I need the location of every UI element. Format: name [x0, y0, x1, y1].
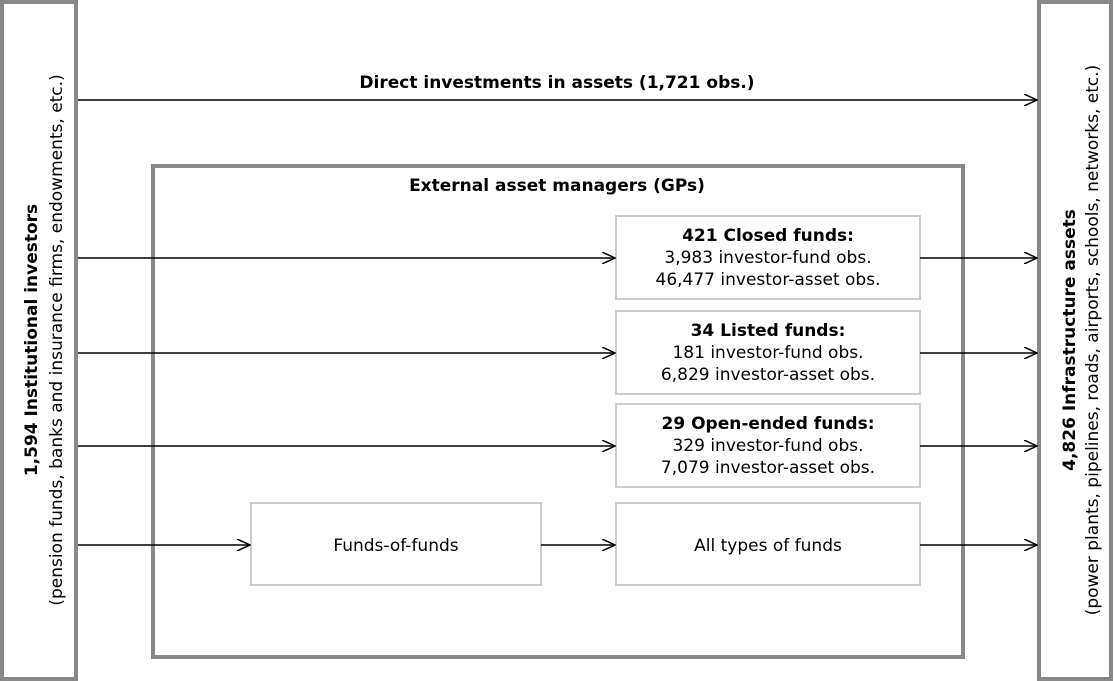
investors-subtitle: (pension funds, banks and insurance firm… — [47, 74, 67, 605]
fund-title: 29 Open-ended funds: — [662, 414, 875, 434]
fund-box — [615, 215, 921, 300]
direct-label: Direct investments in assets (1,721 obs.… — [359, 73, 754, 93]
fund-box — [615, 403, 921, 488]
all-types-box — [615, 502, 921, 586]
fund-box — [615, 310, 921, 395]
assets-subtitle: (power plants, pipelines, roads, airport… — [1083, 65, 1103, 616]
all-types-label: All types of funds — [694, 536, 842, 556]
investors-box — [0, 0, 78, 681]
assets-box — [1037, 0, 1113, 681]
funds: 421 Closed funds:3,983 investor-fund obs… — [78, 215, 1037, 488]
managers-box — [151, 164, 965, 659]
fund-line: 181 investor-fund obs. — [672, 343, 863, 363]
fund-line: 3,983 investor-fund obs. — [664, 248, 871, 268]
fund-title: 34 Listed funds: — [691, 321, 846, 341]
fund-line: 6,829 investor-asset obs. — [661, 365, 875, 385]
fund-line: 329 investor-fund obs. — [672, 436, 863, 456]
managers-title: External asset managers (GPs) — [409, 176, 705, 196]
investors-title: 1,594 Institutional investors — [22, 204, 42, 476]
fund-line: 7,079 investor-asset obs. — [661, 458, 875, 478]
fund-title: 421 Closed funds: — [682, 226, 854, 246]
fof-label: Funds-of-funds — [333, 536, 458, 556]
fof-box — [250, 502, 542, 586]
fund-line: 46,477 investor-asset obs. — [656, 270, 881, 290]
assets-title: 4,826 Infrastructure assets — [1060, 209, 1080, 471]
